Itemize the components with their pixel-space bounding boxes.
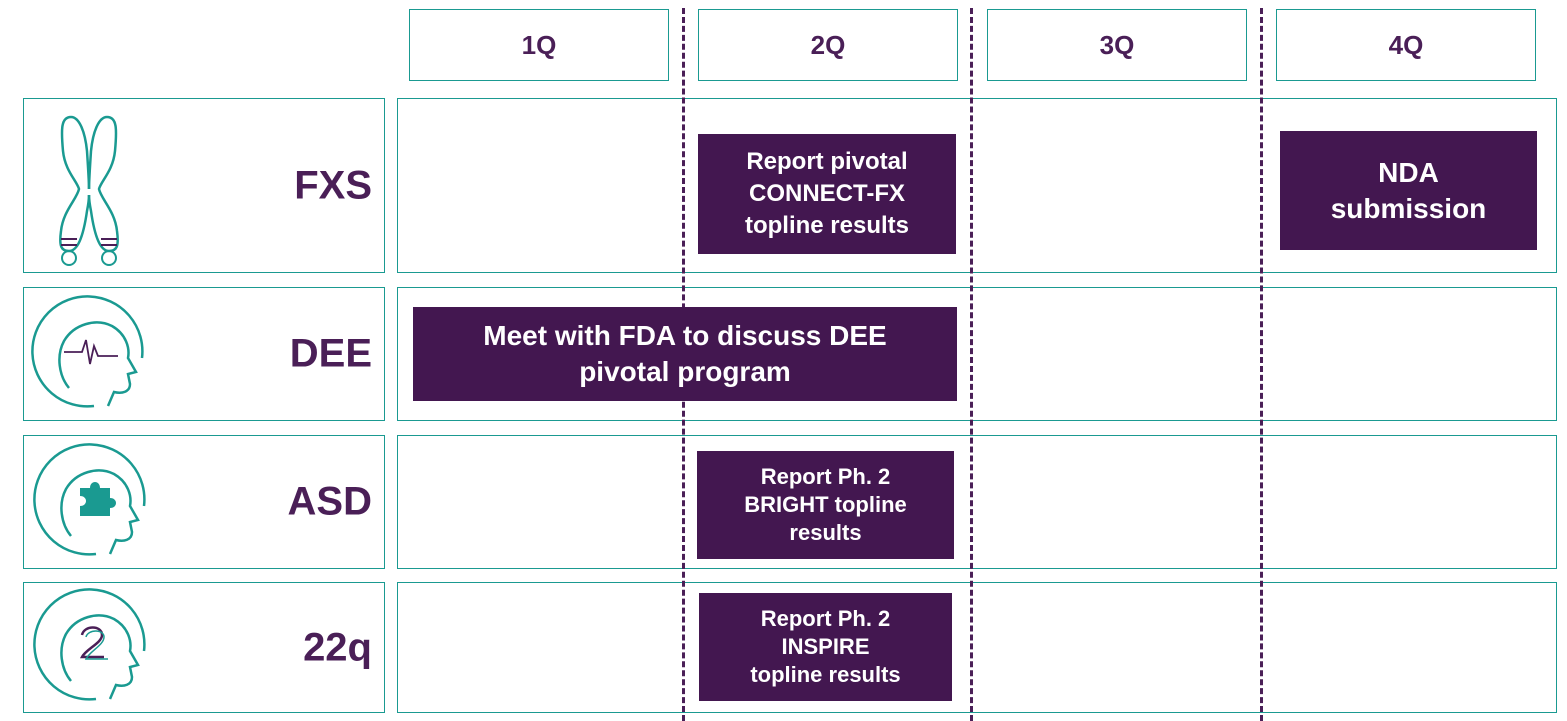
milestone-fxs-4q: NDA submission	[1280, 131, 1537, 250]
milestone-22q-2q: Report Ph. 2 INSPIRE topline results	[699, 593, 952, 701]
head-puzzle-icon	[33, 443, 146, 556]
quarter-divider	[1260, 8, 1263, 721]
milestone-text: Report Ph. 2 BRIGHT topline results	[744, 464, 907, 545]
milestone-fxs-2q: Report pivotal CONNECT-FX topline result…	[698, 134, 956, 254]
timeline-row-asd	[397, 435, 1557, 569]
row-label-asd: ASD	[23, 435, 385, 569]
row-label-text: 22q	[303, 625, 372, 669]
quarter-header-3q: 3Q	[987, 9, 1247, 81]
milestone-text: Report pivotal CONNECT-FX topline result…	[744, 148, 910, 239]
milestone-text: NDA submission	[1330, 156, 1487, 224]
row-label-dee: DEE	[23, 287, 385, 421]
quarter-label: 3Q	[1099, 29, 1135, 60]
quarter-label: 1Q	[521, 29, 557, 60]
chromosome-icon	[59, 115, 119, 266]
milestone-text: Report Ph. 2 INSPIRE topline results	[750, 606, 901, 687]
row-label-22q: 22q	[23, 582, 385, 713]
head-brainwave-icon	[31, 295, 144, 408]
row-label-text: FXS	[294, 163, 372, 207]
milestone-asd-2q: Report Ph. 2 BRIGHT topline results	[697, 451, 954, 559]
quarter-label: 2Q	[810, 29, 846, 60]
row-label-text: DEE	[289, 331, 372, 376]
milestone-dee-1q-2q: Meet with FDA to discuss DEE pivotal pro…	[413, 307, 957, 401]
head-22-icon	[33, 588, 146, 701]
quarter-label: 4Q	[1388, 29, 1424, 60]
row-label-fxs: FXS	[23, 98, 385, 273]
quarter-divider	[970, 8, 973, 721]
quarter-header-2q: 2Q	[698, 9, 958, 81]
quarter-header-4q: 4Q	[1276, 9, 1536, 81]
milestone-text: Meet with FDA to discuss DEE pivotal pro…	[483, 320, 887, 387]
row-label-text: ASD	[287, 479, 372, 524]
timeline-row-22q	[397, 582, 1557, 713]
quarter-header-1q: 1Q	[409, 9, 669, 81]
